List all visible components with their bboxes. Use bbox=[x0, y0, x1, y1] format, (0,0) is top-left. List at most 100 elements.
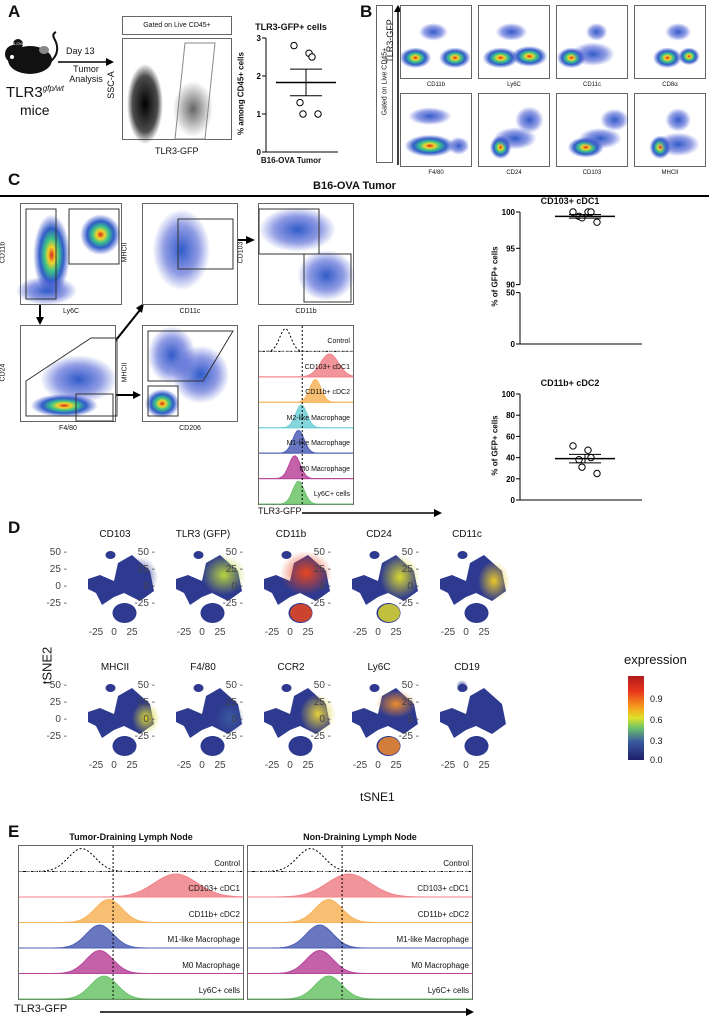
c-hist-x-label: TLR3-GFP bbox=[258, 506, 302, 516]
gate bbox=[25, 337, 118, 417]
tsne-x-tick: 25 bbox=[126, 627, 138, 638]
tsne-y-tick: -25 - bbox=[46, 731, 67, 742]
tsne-title: CD11b bbox=[275, 529, 307, 540]
tsne-x-tick: 0 bbox=[463, 760, 469, 771]
c-x-label: Ly6C bbox=[62, 308, 80, 315]
tsne-cluster bbox=[281, 684, 292, 692]
tsne-cluster bbox=[288, 736, 313, 756]
tsne-x-tick: -25 bbox=[441, 627, 456, 638]
divider bbox=[0, 195, 709, 197]
expression-hotspot bbox=[456, 680, 468, 692]
histogram-row-label: CD103+ cDC1 bbox=[188, 884, 240, 893]
histogram-row-label: CD11b+ cDC2 bbox=[188, 909, 240, 919]
b-plot-label: CD24 bbox=[506, 170, 522, 176]
tsne-x-tick: 0 bbox=[375, 627, 381, 638]
tsne-y-tick: -25 - bbox=[134, 598, 155, 609]
arrow-icon bbox=[58, 58, 114, 66]
mouse-word: mice bbox=[20, 102, 50, 118]
scatter-a: TLR3-GFP+ cells 0 1 2 3 % among CD45+ cells B1… bbox=[236, 22, 346, 172]
arrow-bottom-1: Tumor bbox=[73, 64, 99, 74]
e-histogram-stack: Control CD103+ cDC1 CD11b+ cDC2 M1-like Mac… bbox=[247, 845, 473, 1000]
c-y-label: MHCII bbox=[121, 242, 129, 263]
e-x-label: TLR3-GFP bbox=[14, 1003, 68, 1015]
tsne-y-tick: 50 - bbox=[138, 680, 155, 691]
histogram-curve bbox=[259, 429, 353, 454]
expression-hotspot bbox=[290, 604, 312, 622]
tsne-plot: 50 - 25 - 0 - -25 - -25 0 25 bbox=[222, 547, 332, 638]
tsne-x-tick: -25 bbox=[441, 760, 456, 771]
density-dots bbox=[557, 23, 615, 69]
c-histogram-stack: Control CD103+ cDC1 CD11b+ cDC2 M2-like Mac… bbox=[258, 325, 354, 505]
data-point bbox=[314, 110, 322, 118]
arrow-bottom-label: Tumor Analysis bbox=[66, 64, 106, 84]
tsne-x-tick: 25 bbox=[390, 760, 402, 771]
y-tick-label: 20 bbox=[506, 475, 515, 484]
b-flow-plot bbox=[556, 5, 628, 79]
tsne-title: F4/80 bbox=[190, 662, 216, 673]
panel-label-c: C bbox=[8, 170, 21, 189]
histogram-row-label: Ly6C+ cells bbox=[427, 986, 469, 995]
tsne-cluster bbox=[200, 736, 225, 756]
tsne-cluster bbox=[464, 736, 489, 756]
b-plot-label: MHCII bbox=[661, 170, 679, 176]
histogram-curve bbox=[247, 848, 472, 872]
b-flow-plot bbox=[478, 93, 550, 167]
tsne-title: CCR2 bbox=[277, 662, 305, 673]
histogram-curve bbox=[19, 924, 243, 949]
tsne-x-tick: 25 bbox=[390, 627, 402, 638]
tsne-x-tick: 25 bbox=[478, 760, 490, 771]
histogram-curve bbox=[259, 404, 353, 429]
flow-plot-a bbox=[122, 38, 232, 144]
c-flow-plot bbox=[142, 203, 238, 305]
b-flow-plot bbox=[556, 93, 629, 167]
histogram-row-label: M0 Macrophage bbox=[182, 960, 240, 970]
data-point bbox=[569, 442, 577, 450]
b-plot-label: CD103 bbox=[582, 170, 602, 176]
density-dots bbox=[15, 208, 121, 305]
tsne-y-tick: 50 - bbox=[314, 680, 331, 691]
panel-label-e: E bbox=[8, 822, 20, 841]
histogram-curve bbox=[259, 378, 353, 403]
c-title: B16-OVA Tumor bbox=[313, 180, 396, 192]
data-point bbox=[593, 469, 601, 478]
tsne-cluster bbox=[112, 603, 137, 623]
histogram-row-label: Ly6C+ cells bbox=[198, 986, 240, 995]
c-x-label: CD206 bbox=[179, 425, 201, 432]
expression-hotspot bbox=[280, 551, 332, 595]
gate bbox=[147, 385, 179, 417]
tsne-plot: 50 - 25 - 0 - -25 - -25 0 25 bbox=[46, 680, 160, 771]
c-x-label: CD11c bbox=[179, 308, 201, 315]
tsne-y-tick: -25 - bbox=[222, 731, 243, 742]
tsne-x-tick: 0 bbox=[111, 627, 117, 638]
histogram-row-label: M1-like Macrophage bbox=[396, 935, 469, 944]
tsne-x-tick: -25 bbox=[89, 627, 104, 638]
legend-label: 0.6 bbox=[650, 715, 663, 725]
c-y-label: CD24 bbox=[0, 363, 7, 381]
data-point bbox=[569, 208, 577, 216]
tsne-x-tick: 25 bbox=[302, 760, 314, 771]
chart-title: CD11b+ cDC2 bbox=[540, 378, 600, 388]
tsne-y-tick: 50 - bbox=[226, 680, 243, 691]
tsne-cluster bbox=[193, 551, 204, 559]
legend-label: 0.9 bbox=[650, 694, 663, 704]
data-point bbox=[587, 208, 595, 216]
data-point bbox=[296, 98, 304, 107]
tsne-y-tick: -25 - bbox=[310, 598, 331, 609]
data-point bbox=[593, 218, 601, 226]
tsne-y-tick: 0 - bbox=[231, 581, 243, 592]
data-point bbox=[575, 456, 583, 464]
tsne-x-tick: 0 bbox=[199, 627, 205, 638]
tsne-y-tick: 0 - bbox=[319, 581, 331, 592]
y-tick-label: 0 bbox=[511, 496, 516, 505]
b-plot-label: Ly6C bbox=[507, 82, 521, 88]
tsne-y-tick: -25 - bbox=[222, 598, 243, 609]
histogram-row-label: M1-like Macrophage bbox=[167, 935, 240, 944]
tsne-y-tick: 50 - bbox=[50, 680, 67, 691]
histogram-curve bbox=[248, 924, 472, 949]
tsne-x-tick: 25 bbox=[478, 627, 490, 638]
data-point bbox=[308, 53, 316, 61]
flow-dots bbox=[127, 42, 216, 144]
strain-sup: gfp/wt bbox=[42, 84, 65, 93]
panel-label-a: A bbox=[8, 2, 21, 21]
tsne-y-tick: 25 - bbox=[226, 697, 243, 708]
